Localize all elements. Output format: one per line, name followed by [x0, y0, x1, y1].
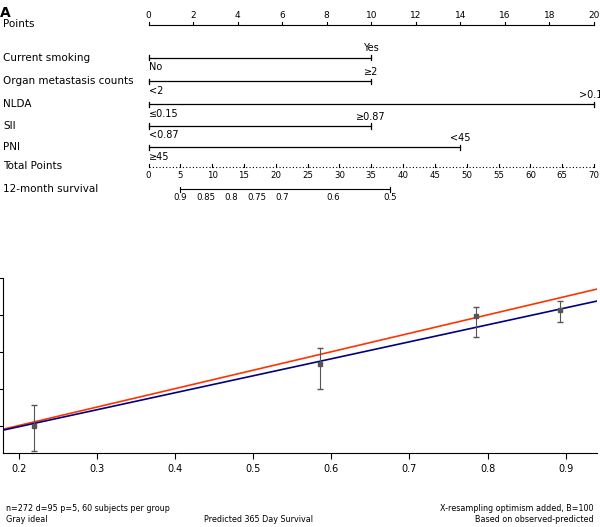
- Text: 70: 70: [589, 171, 599, 180]
- Text: SII: SII: [3, 121, 16, 131]
- Text: 0: 0: [146, 171, 151, 180]
- Text: 30: 30: [334, 171, 345, 180]
- Text: Predicted 365 Day Survival: Predicted 365 Day Survival: [203, 515, 313, 524]
- Text: 0.7: 0.7: [275, 193, 289, 202]
- Text: 45: 45: [430, 171, 440, 180]
- Text: No: No: [149, 62, 162, 72]
- Text: <0.87: <0.87: [149, 130, 178, 140]
- Text: X-resampling optimism added, B=100
Based on observed-predicted: X-resampling optimism added, B=100 Based…: [440, 504, 594, 524]
- Text: Organ metastasis counts: Organ metastasis counts: [3, 76, 134, 86]
- Text: 2: 2: [190, 11, 196, 20]
- Text: <45: <45: [450, 133, 470, 143]
- Text: 25: 25: [302, 171, 313, 180]
- Text: A: A: [0, 6, 11, 20]
- Text: ≥2: ≥2: [364, 67, 379, 77]
- Text: >0.15: >0.15: [579, 90, 600, 100]
- Text: 4: 4: [235, 11, 241, 20]
- Text: 35: 35: [366, 171, 377, 180]
- Text: ≥45: ≥45: [149, 152, 169, 162]
- Text: 55: 55: [493, 171, 504, 180]
- Text: 0.9: 0.9: [173, 193, 187, 202]
- Text: 5: 5: [178, 171, 183, 180]
- Text: n=272 d=95 p=5, 60 subjects per group
Gray ideal: n=272 d=95 p=5, 60 subjects per group Gr…: [6, 504, 170, 524]
- Text: 0.6: 0.6: [326, 193, 340, 202]
- Text: Yes: Yes: [364, 43, 379, 53]
- Text: 15: 15: [238, 171, 250, 180]
- Text: 65: 65: [557, 171, 568, 180]
- Text: 20: 20: [271, 171, 281, 180]
- Text: 60: 60: [525, 171, 536, 180]
- Text: 50: 50: [461, 171, 472, 180]
- Text: 0.75: 0.75: [247, 193, 266, 202]
- Text: 0.5: 0.5: [383, 193, 397, 202]
- Text: NLDA: NLDA: [3, 100, 32, 110]
- Text: <2: <2: [149, 86, 163, 96]
- Text: PNI: PNI: [3, 142, 20, 152]
- Text: 16: 16: [499, 11, 511, 20]
- Text: 12-month survival: 12-month survival: [3, 184, 98, 194]
- Text: 8: 8: [324, 11, 329, 20]
- Text: 20: 20: [589, 11, 600, 20]
- Text: ≤0.15: ≤0.15: [149, 109, 178, 119]
- Text: 18: 18: [544, 11, 555, 20]
- Text: 0.85: 0.85: [196, 193, 215, 202]
- Text: 10: 10: [206, 171, 218, 180]
- Text: 0: 0: [146, 11, 151, 20]
- Text: 40: 40: [398, 171, 409, 180]
- Text: ≥0.87: ≥0.87: [356, 112, 386, 122]
- Text: Total Points: Total Points: [3, 161, 62, 171]
- Text: 14: 14: [455, 11, 466, 20]
- Text: Current smoking: Current smoking: [3, 53, 90, 63]
- Text: 12: 12: [410, 11, 422, 20]
- Text: 10: 10: [365, 11, 377, 20]
- Text: 6: 6: [280, 11, 285, 20]
- Text: Points: Points: [3, 19, 35, 29]
- Text: 0.8: 0.8: [224, 193, 238, 202]
